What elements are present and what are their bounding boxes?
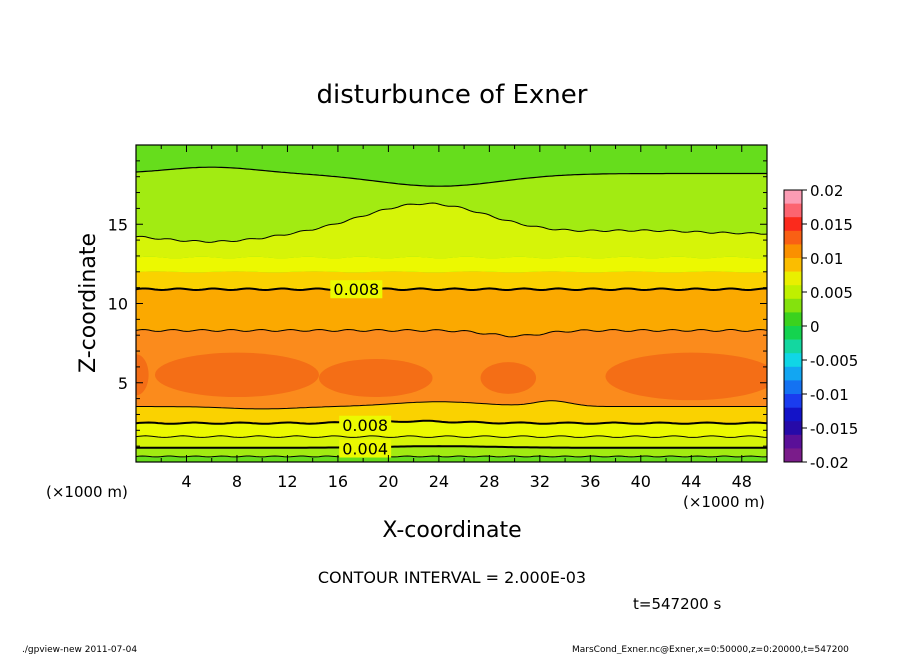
colorbar-tick-label: 0.005 [810,284,853,302]
x-axis-label: X-coordinate [382,518,521,543]
colorbar-cell [784,366,802,381]
contour-label: 0.008 [333,280,379,299]
x-tick-label: 20 [378,472,398,491]
colorbar-cell [784,312,802,327]
colorbar-cell [784,353,802,368]
colorbar-cell [784,217,802,232]
x-tick-label: 4 [181,472,191,491]
colorbar-cell [784,258,802,272]
colorbar-tick-label: 0 [810,318,820,336]
colorbar-tick-label: 0.015 [810,216,853,234]
colorbar-tick-label: -0.02 [810,454,849,472]
contour-label-bg [339,415,392,434]
colorbar-cell [784,407,802,422]
colorbar-tick-label: -0.015 [810,420,858,438]
contour-line [136,455,767,458]
colorbar-cell [784,421,802,436]
colorbar-cell [784,285,802,300]
colorbar-cell [784,244,802,259]
x-tick-label: 48 [732,472,752,491]
x-tick-label: 28 [479,472,499,491]
contour-label: 0.008 [342,416,388,435]
band-low-1 [136,446,767,457]
x-tick-label: 16 [328,472,348,491]
chart-title: disturbunce of Exner [317,80,588,110]
band-top [136,167,767,243]
colorbar-ticks: 0.02 0.015 0.01 0.005 0 -0.005 -0.01 -0.015 -0.0… [802,182,858,472]
colorbar-cell [784,190,802,204]
contour-labels: 0.008 0.008 0.004 [330,280,392,459]
footer-left: ./gpview-new 2011-07-04 [22,645,137,654]
band-low-2 [136,435,767,448]
x-unit-right: (×1000 m) [683,493,765,511]
colorbar-cell [784,326,802,340]
colorbar-cell [784,380,802,395]
footer-right: MarsCond_Exner.nc@Exner,x=0:50000,z=0:20… [572,645,849,654]
contour-label-bg [330,280,383,299]
colorbar-tick-label: -0.01 [810,386,849,404]
colorbar-cell [784,394,802,408]
band-low-3 [136,420,767,438]
plot-area [136,145,767,462]
x-tick-label: 32 [530,472,550,491]
x-tick-label: 44 [681,472,701,491]
colorbar-cell [784,339,802,354]
x-tick-label: 8 [232,472,242,491]
y-axis-label: Z-coordinate [76,233,101,373]
band-upper [136,203,767,259]
contour-label: 0.004 [342,440,388,459]
x-tick-label: 12 [277,472,297,491]
contour-line [136,400,767,410]
x-tick-label: 40 [631,472,651,491]
colorbar-tick-label: 0.02 [810,182,843,200]
contour-lines [136,166,767,458]
band-mid [136,288,767,337]
y-tick-label: 5 [118,374,128,393]
max-blob [136,354,149,396]
colorbar: 0.02 0.015 0.01 0.005 0 -0.005 -0.01 -0.015 -0.0… [783,182,858,472]
x-unit-left: (×1000 m) [46,483,128,501]
colorbar-cell [784,271,802,286]
colorbar-cell [784,230,802,245]
x-tick-label: 24 [429,472,449,491]
contour-line [136,328,767,338]
colorbar-cell [784,448,802,463]
max-blobs [136,352,767,401]
y-tick-label: 10 [108,295,128,314]
colorbar-tick-label: -0.005 [810,352,858,370]
contour-line [136,419,767,425]
y-tick-label: 15 [108,215,128,234]
contour-line [136,445,767,449]
contour-label-bg [339,439,392,458]
contour-interval-text: CONTOUR INTERVAL = 2.000E-03 [318,568,586,587]
y-axis-ticks: 5 10 15 [108,160,767,447]
colorbar-cell [784,298,802,313]
x-tick-label: 36 [580,472,600,491]
contour-line [136,202,767,243]
max-blob [154,352,319,398]
contour-line [136,287,767,292]
time-text: t=547200 s [633,595,721,613]
colorbar-tick-label: 0.01 [810,250,843,268]
contour-line [136,435,767,438]
colorbar-cell [784,434,802,449]
colorbar-cell [784,203,802,218]
x-axis-ticks: 4 8 12 16 20 24 28 32 36 40 44 48 [160,145,752,491]
max-blob [480,362,537,394]
max-blob [605,352,767,401]
band-mid-3 [136,256,767,273]
band-mid-2 [136,271,767,290]
max-blob [318,358,433,398]
color-bands [136,167,767,457]
contour-line [136,166,767,187]
